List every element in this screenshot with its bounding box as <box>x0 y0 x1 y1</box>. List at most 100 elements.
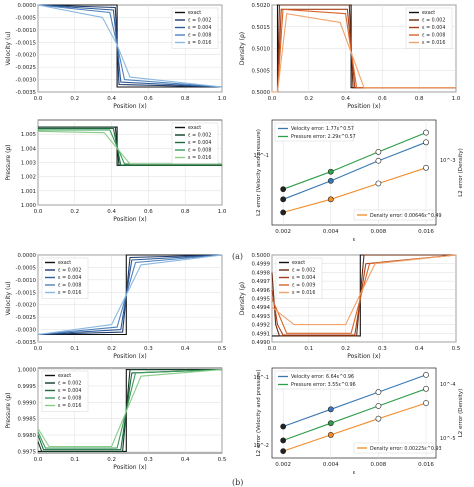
x-tick-label: 0.0 <box>268 346 277 352</box>
x-tick-label: 0.0 <box>268 96 277 102</box>
panel-label-b: (b) <box>232 478 244 487</box>
y-tick-label: 10^-1 <box>253 375 269 381</box>
series-line <box>37 369 222 452</box>
x-axis-label: Position (x) <box>113 353 147 360</box>
legend-entry: Pressure error: 2.29ε^0.57 <box>291 134 356 140</box>
x-tick-label: 0.002 <box>275 229 291 235</box>
y-tick-label: 0.4991 <box>251 331 270 337</box>
data-point <box>375 389 382 395</box>
legend-entry: ε = 0.004 <box>292 275 315 281</box>
fit-line <box>283 374 427 428</box>
x-tick-label: 0.008 <box>371 229 387 235</box>
panel-label-a: (a) <box>232 252 244 261</box>
legend-entry: ε = 0.002 <box>188 133 211 139</box>
x-axis-label: Position (x) <box>347 353 381 360</box>
x-tick-label: 0.0 <box>34 457 43 463</box>
chart-a1: 0.0 0.2 0.4 0.6 0.8 1.0 0.0000 -0.0005 -0.0010 -0… <box>5 3 227 110</box>
y-tick-label: -0.0015 <box>16 290 36 296</box>
y-tick-label: -0.0020 <box>16 303 37 309</box>
legend-box <box>353 442 434 454</box>
x-tick-label: 0.2 <box>70 209 79 215</box>
x-tick-label: 0.016 <box>418 462 434 468</box>
series-line <box>37 369 223 449</box>
y-tick-label: -0.0020 <box>16 53 37 59</box>
legend-entry: ε = 0.004 <box>188 140 211 146</box>
x-tick-label: 0.2 <box>107 457 116 463</box>
y-tick-label: -0.0030 <box>16 78 37 84</box>
fit-line <box>283 132 427 190</box>
y-tick-label: -0.0010 <box>16 28 37 34</box>
x-tick-label: 0.5 <box>452 346 461 352</box>
data-point <box>375 180 382 187</box>
y-tick-label: -0.0010 <box>16 278 37 284</box>
y-tick-label: 0.0000 <box>17 253 36 259</box>
x-tick-label: 0.6 <box>378 96 387 102</box>
y2-axis-label: L2 error (Density) <box>458 148 464 197</box>
x-tick-label: 0.0 <box>34 209 43 215</box>
x-tick-label: 0.0 <box>34 96 43 102</box>
y-tick-label: 10^-2 <box>253 443 269 449</box>
data-point <box>375 157 382 164</box>
y-tick-label: 0.4993 <box>251 314 270 320</box>
y-tick-label: 0.4999 <box>251 262 270 268</box>
legend-entry: ε = 0.002 <box>58 381 81 387</box>
legend-entry: ε = 0.002 <box>292 268 315 274</box>
x-tick-label: 0.4 <box>107 96 116 102</box>
y-tick-label: 0.9990 <box>17 400 36 406</box>
series-line <box>37 369 223 448</box>
y-tick-label: -0.0025 <box>16 315 36 321</box>
y-tick-label: 0.9985 <box>17 417 36 423</box>
x-tick-label: 0.4 <box>415 346 424 352</box>
x-axis-label: Position (x) <box>113 216 147 223</box>
x-tick-label: 0.0 <box>34 346 43 352</box>
y-tick-label: -0.0030 <box>16 328 37 334</box>
data-point <box>280 437 287 444</box>
data-point <box>423 129 429 136</box>
x-tick-label: 0.3 <box>144 346 153 352</box>
y-tick-label: 0.5020 <box>251 3 270 9</box>
series-line <box>37 254 223 336</box>
x-tick-label: 0.8 <box>181 96 190 102</box>
y-axis-label: Pressure (p) <box>5 392 12 428</box>
legend-entry: ε = 0.016 <box>58 290 81 296</box>
legend-entry: ε = 0.008 <box>188 148 211 154</box>
y-axis-label: L2 error (Velocity and pressure) <box>256 370 262 457</box>
data-point <box>375 415 382 422</box>
y-tick-label: 1.004 <box>21 146 37 152</box>
y-tick-label: 1.0000 <box>17 368 36 374</box>
legend-entry: ε = 0.004 <box>58 275 81 281</box>
chart-a2: 0.0 0.2 0.4 0.6 0.8 1.0 0.5020 0.5015 0.5010 0.50… <box>239 3 461 110</box>
y-axis-label: Velocity (u) <box>5 282 12 316</box>
x-tick-label: 0.4 <box>181 346 190 352</box>
x-tick-label: 0.5 <box>218 457 227 463</box>
data-point <box>423 371 429 378</box>
legend-entry: exact <box>58 373 71 379</box>
legend-entry: Density error: 0.00646ε^0.49 <box>370 213 442 219</box>
y-tick-label: 0.5000 <box>251 253 270 259</box>
legend-entry: exact <box>188 125 201 131</box>
legend-entry: ε = 0.016 <box>292 290 315 296</box>
x-tick-label: 1.0 <box>452 96 461 102</box>
x-tick-label: 0.1 <box>70 346 79 352</box>
x-axis-label: Position (x) <box>113 464 147 471</box>
y-tick-label: 0.0000 <box>17 3 36 9</box>
data-point <box>375 149 382 155</box>
x-tick-label: 0.004 <box>323 462 339 468</box>
data-point <box>327 431 334 438</box>
x-tick-label: 0.8 <box>181 209 190 215</box>
series-line <box>37 4 223 88</box>
legend-entry: exact <box>292 260 305 266</box>
y-axis-label: Pressure (p) <box>5 144 12 180</box>
x-tick-label: 1.0 <box>218 209 227 215</box>
x-tick-label: 0.2 <box>304 96 313 102</box>
y-axis-label: Density (ρ) <box>239 282 246 315</box>
y-tick-label: 0.5010 <box>251 47 270 53</box>
chart-a3: 0.0 0.2 0.4 0.6 0.8 1.0 1.005 1.004 1.003 1.002 1.… <box>5 119 227 223</box>
y-tick-label: 1.005 <box>21 132 36 138</box>
data-point <box>280 448 287 455</box>
data-point <box>280 423 287 430</box>
y-tick-label: 0.4994 <box>251 305 270 311</box>
y-tick-label: 0.9995 <box>17 384 36 390</box>
y-tick-label: 0.5000 <box>251 90 270 96</box>
data-point <box>280 209 287 216</box>
